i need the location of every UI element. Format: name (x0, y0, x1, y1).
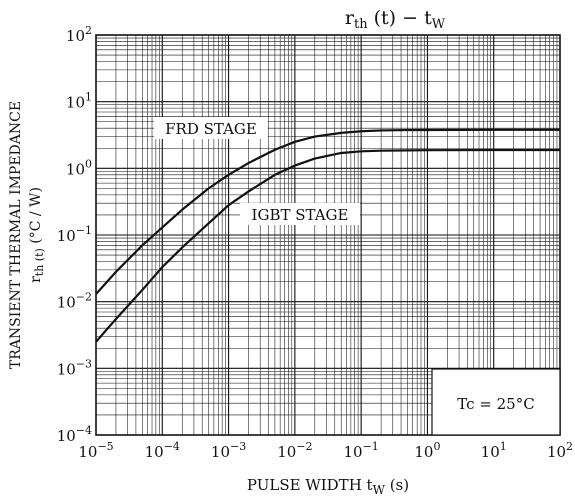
x-axis-label: PULSE WIDTH tW (s) (247, 476, 409, 497)
x-tick-label: 101 (481, 440, 507, 461)
y-axis-label-line1: TRANSIENT THERMAL IMPEDANCE (8, 101, 24, 369)
plot-frame (95, 34, 561, 436)
y-axis-label-2: rth (t) (°C / W) (28, 187, 46, 283)
igbt-label-box (240, 203, 360, 225)
x-tick-label: 10−4 (145, 440, 180, 461)
x-tick-labels: 10−5 10−4 10−3 10−2 10−1 100 101 102 (78, 440, 573, 461)
y-axis-label: TRANSIENT THERMAL IMPEDANCE (8, 101, 24, 369)
y-axis-label-line2: rth (t) (°C / W) (28, 187, 46, 283)
y-tick-label: 10−4 (57, 424, 92, 445)
x-tick-label: 10−3 (211, 440, 246, 461)
chart-title: rth (t) − tW (345, 7, 446, 32)
annotation-box (431, 368, 561, 436)
y-tick-label: 100 (66, 157, 92, 178)
frd-label-box (154, 117, 268, 139)
y-tick-label: 10−3 (57, 357, 92, 378)
y-tick-labels: 10−4 10−3 10−2 10−1 100 101 102 (57, 24, 92, 445)
x-tick-label: 10−2 (277, 440, 312, 461)
y-tick-label: 10−2 (57, 291, 92, 312)
series-label-igbt: IGBT STAGE (252, 206, 349, 224)
y-tick-label: 101 (66, 91, 92, 112)
curve-frd-stage (95, 128, 560, 295)
series-label-frd: FRD STAGE (165, 120, 257, 138)
curves (95, 128, 560, 343)
x-tick-label: 10−1 (343, 440, 378, 461)
curve-igbt-stage (95, 148, 560, 343)
y-tick-label: 102 (66, 24, 92, 45)
grid (96, 35, 560, 435)
x-tick-label: 102 (547, 440, 573, 461)
x-tick-label: 100 (414, 440, 440, 461)
y-tick-label: 10−1 (57, 224, 92, 245)
annotation-text: Tc = 25°C (457, 395, 534, 413)
x-tick-label: 10−5 (78, 440, 113, 461)
